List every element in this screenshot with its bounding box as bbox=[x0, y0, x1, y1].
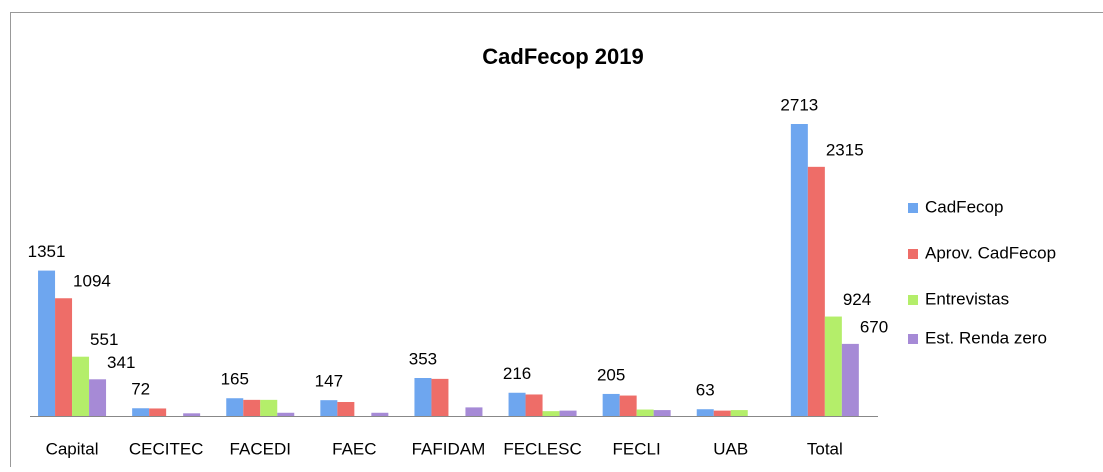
bar bbox=[149, 408, 166, 416]
bar bbox=[431, 379, 448, 416]
bar bbox=[132, 408, 149, 416]
bar bbox=[637, 410, 654, 416]
data-label: 2713 bbox=[780, 95, 818, 114]
bar bbox=[714, 411, 731, 416]
bar bbox=[560, 411, 577, 416]
bar bbox=[603, 394, 620, 416]
bar bbox=[731, 410, 748, 416]
bar bbox=[465, 407, 482, 416]
bar bbox=[55, 298, 72, 416]
data-label: 165 bbox=[221, 370, 249, 389]
legend-swatch bbox=[908, 295, 918, 305]
legend-swatch bbox=[908, 203, 918, 213]
x-tick-label: UAB bbox=[713, 439, 748, 458]
bar bbox=[808, 167, 825, 416]
x-tick-label: FECLI bbox=[613, 439, 661, 458]
bar bbox=[697, 409, 714, 416]
chart-border bbox=[11, 13, 1103, 468]
x-tick-label: FAFIDAM bbox=[412, 439, 486, 458]
legend-swatch bbox=[908, 249, 918, 259]
x-tick-label: FAEC bbox=[332, 439, 376, 458]
legend-label: Aprov. CadFecop bbox=[925, 243, 1056, 262]
data-label: 205 bbox=[597, 365, 625, 384]
bar bbox=[371, 413, 388, 416]
bar bbox=[243, 400, 260, 416]
x-tick-label: CECITEC bbox=[129, 439, 204, 458]
data-label: 1094 bbox=[73, 272, 111, 291]
legend-label: Est. Renda zero bbox=[925, 328, 1047, 347]
legend-label: Entrevistas bbox=[925, 289, 1009, 308]
bar bbox=[825, 317, 842, 416]
data-label: 216 bbox=[503, 364, 531, 383]
data-label: 63 bbox=[696, 381, 715, 400]
x-tick-label: Capital bbox=[46, 439, 99, 458]
legend-label: CadFecop bbox=[925, 197, 1003, 216]
bar bbox=[226, 398, 243, 416]
legend-swatch bbox=[908, 334, 918, 344]
data-label: 1351 bbox=[28, 242, 66, 261]
bar bbox=[791, 124, 808, 416]
data-label: 147 bbox=[315, 372, 343, 391]
bar bbox=[89, 379, 106, 416]
data-label: 924 bbox=[843, 290, 871, 309]
bar bbox=[620, 396, 637, 416]
data-label: 72 bbox=[131, 380, 150, 399]
data-label: 670 bbox=[860, 317, 888, 336]
x-tick-label: FACEDI bbox=[230, 439, 291, 458]
data-label: 353 bbox=[409, 349, 437, 368]
bar bbox=[842, 344, 859, 416]
data-label: 2315 bbox=[826, 140, 864, 159]
bar bbox=[337, 402, 354, 416]
bar bbox=[509, 393, 526, 416]
bar bbox=[38, 271, 55, 416]
x-tick-label: Total bbox=[807, 439, 843, 458]
bar bbox=[277, 413, 294, 416]
bar bbox=[654, 410, 671, 416]
x-tick-label: FECLESC bbox=[503, 439, 581, 458]
bar bbox=[260, 400, 277, 416]
bar bbox=[526, 394, 543, 416]
bar bbox=[414, 378, 431, 416]
bar bbox=[543, 411, 560, 416]
data-label: 341 bbox=[107, 353, 135, 372]
bar bbox=[183, 413, 200, 416]
bar bbox=[72, 357, 89, 416]
data-label: 551 bbox=[90, 330, 118, 349]
bar bbox=[320, 400, 337, 416]
chart-title: CadFecop 2019 bbox=[482, 44, 643, 69]
